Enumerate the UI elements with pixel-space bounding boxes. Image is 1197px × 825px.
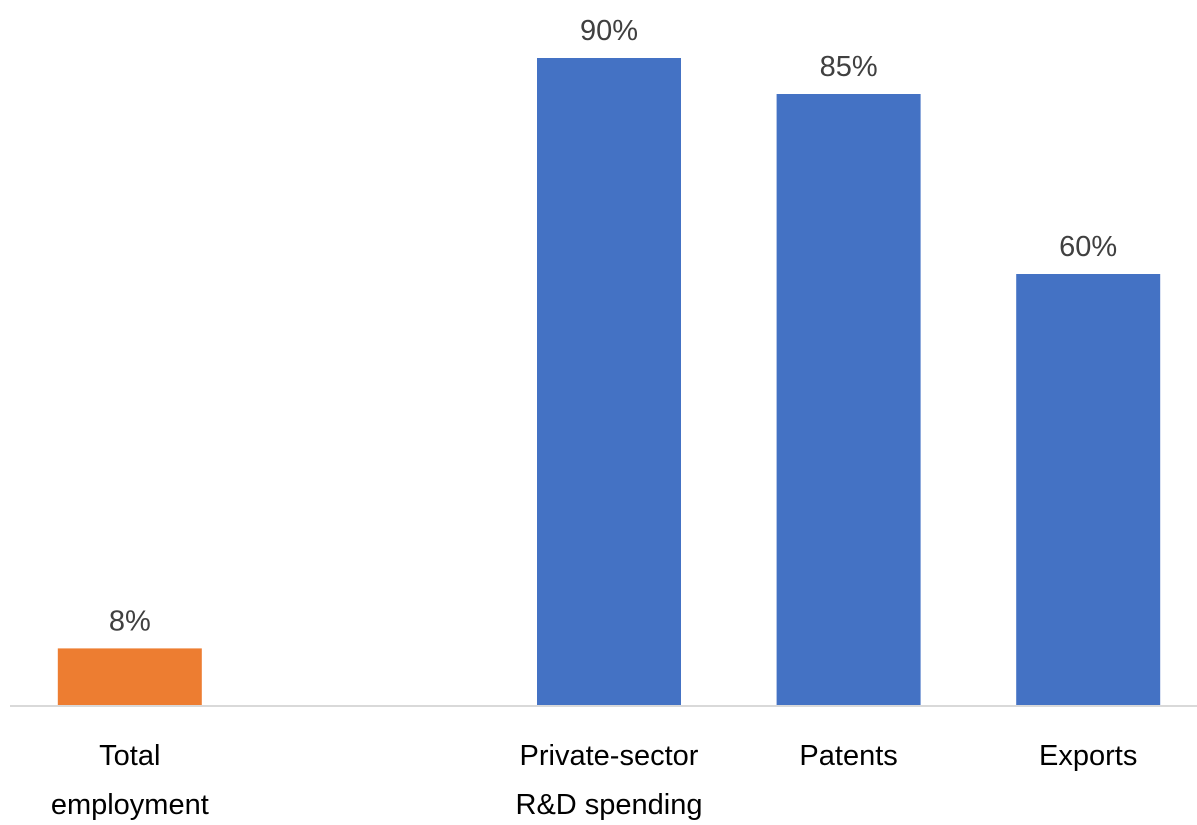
value-label-4: 60% [1059,231,1117,263]
category-label-2-line-1: R&D spending [516,789,703,820]
category-label-2-line-0: Private-sector [520,740,699,772]
category-label-0-line-1: employment [51,789,209,820]
bar-0 [57,648,202,706]
bar-3 [776,94,921,706]
bar-4 [1016,274,1161,706]
value-label-0: 8% [109,605,151,637]
category-labels-group: Total employment Private-sector R&D spendin… [51,740,1138,821]
bars-group [57,58,1161,706]
category-label-4-line-0: Exports [1039,740,1137,772]
bar-2 [537,58,681,706]
category-label-0-line-0: Total [99,740,160,772]
value-labels-group: 8% 90% 85% 60% [109,15,1117,637]
category-label-3-line-0: Patents [799,740,897,772]
value-label-2: 90% [580,15,638,47]
value-label-3: 85% [820,51,878,83]
